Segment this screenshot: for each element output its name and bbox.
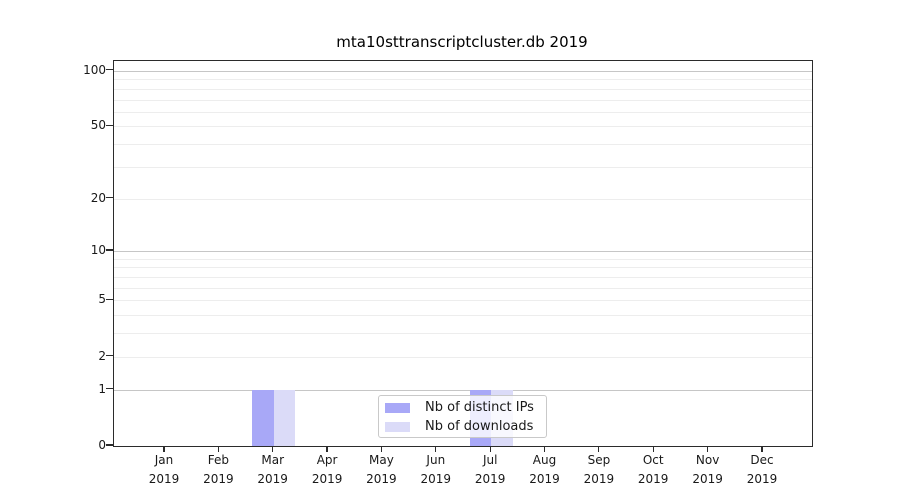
y-tick-label: 50 [90,118,106,133]
gridline-minor [114,79,812,81]
x-tick-label: Sep 2019 [583,453,615,486]
plot-area [113,60,813,447]
gridline-minor [114,88,812,90]
y-tick [106,355,113,357]
gridline-minor [114,300,812,302]
y-tick-label: 2 [98,348,106,363]
x-tick [707,446,709,453]
bar-mar-ips [252,389,274,446]
y-tick-label: 10 [90,243,106,258]
x-tick [489,446,491,453]
x-tick-label: Mar 2019 [257,453,288,486]
x-tick-label: Oct 2019 [637,453,669,486]
chart-title: mta10sttranscriptcluster.db 2019 [336,33,588,51]
x-tick-label: Aug 2019 [529,453,560,486]
x-tick-label: May 2019 [366,453,397,486]
gridline-minor [114,126,812,128]
x-tick [217,446,219,453]
y-tick [106,69,113,71]
x-tick [380,446,383,453]
y-tick-label: 100 [83,62,106,77]
x-tick [598,446,600,453]
x-tick [435,446,437,453]
gridline-major [114,389,812,391]
gridline-major [114,251,812,253]
gridline-minor [114,315,812,317]
y-tick [106,249,113,251]
gridline-minor [114,277,812,278]
gridline-minor [114,111,812,113]
x-tick [272,446,274,453]
gridline-minor [114,166,812,168]
x-tick-label: Jul 2019 [474,453,506,486]
y-tick [106,388,113,390]
x-tick [652,446,654,453]
y-tick-label: 1 [98,381,106,396]
gridline-major [114,70,812,72]
gridline-minor [114,333,812,335]
gridline-minor [114,144,812,146]
gridline-minor [114,258,812,260]
x-tick [543,446,546,453]
bar-mar-downloads [273,389,296,446]
x-tick-label: Jan 2019 [148,453,180,486]
y-tick-label: 20 [90,190,106,205]
legend: Nb of distinct IPs Nb of downloads [378,395,547,438]
y-tick [106,298,113,300]
y-tick [106,196,113,199]
y-tick-label: 5 [98,292,106,307]
x-tick-label: Feb 2019 [203,453,234,486]
x-tick [761,446,763,453]
legend-swatch-downloads [385,421,410,432]
legend-label-distinct-ips: Nb of distinct IPs [425,400,534,415]
y-tick-label: 0 [98,438,106,452]
legend-item-distinct-ips: Nb of distinct IPs [379,398,546,417]
gridline-minor [114,287,812,289]
gridline-minor [114,267,812,269]
x-tick-label: Jun 2019 [420,453,452,486]
y-tick [106,124,113,126]
x-tick [163,446,165,453]
x-tick-label: Apr 2019 [311,453,343,486]
y-tick [106,444,113,446]
x-tick-label: Nov 2019 [692,453,723,486]
legend-label-downloads: Nb of downloads [425,419,534,434]
gridline-minor [114,99,812,101]
gridline-minor [114,356,812,358]
legend-swatch-distinct-ips [385,402,410,413]
x-tick [326,446,328,453]
gridline-minor [114,198,812,200]
legend-item-downloads: Nb of downloads [379,417,546,436]
x-tick-label: Dec 2019 [746,453,778,486]
